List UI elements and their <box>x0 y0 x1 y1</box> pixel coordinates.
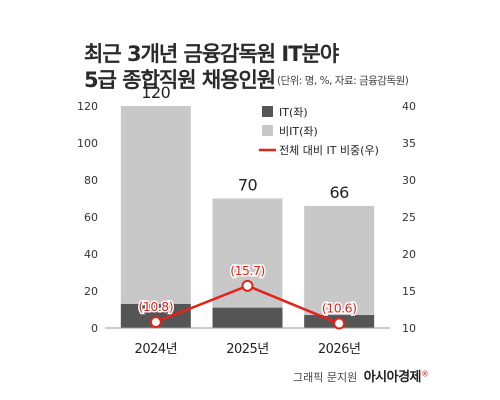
credit-text: 그래픽 문지원 <box>293 371 358 384</box>
x-tick-label: 2024년 <box>135 342 178 357</box>
y-left-tick-label: 40 <box>84 248 98 261</box>
legend-swatch-it <box>262 106 273 117</box>
chart-title-line-2: 5급 종합직원 채용인원 <box>84 68 276 92</box>
y-right-tick-label: 40 <box>402 100 416 113</box>
it-ratio-point <box>333 317 346 330</box>
bar-total-label: 66 <box>329 183 349 202</box>
legend-swatch-non-it <box>262 125 273 136</box>
brand-mark-icon: ® <box>421 369 430 379</box>
y-right-tick-label: 25 <box>402 211 416 224</box>
it-ratio-point <box>149 316 162 329</box>
y-right-tick-label: 20 <box>402 248 416 261</box>
legend-label-it-ratio: 전체 대비 IT 비중(우) <box>279 144 379 157</box>
y-left-tick-label: 100 <box>77 137 98 150</box>
y-left-tick-label: 120 <box>77 100 98 113</box>
y-right-tick-label: 15 <box>402 285 416 298</box>
legend-label-it: IT(좌) <box>279 106 308 119</box>
y-left-tick-label: 20 <box>84 285 98 298</box>
chart-subtitle: (단위: 명, %, 자료: 금융감독원) <box>277 75 409 87</box>
bar-non-it <box>304 205 375 316</box>
y-right-tick-label: 30 <box>402 174 416 187</box>
y-left-tick-label: 0 <box>91 322 98 335</box>
bar-non-it <box>120 106 191 304</box>
it-ratio-label: (10.8) <box>139 299 174 314</box>
y-right-tick-label: 10 <box>402 322 416 335</box>
bar-total-label: 70 <box>238 176 258 195</box>
it-ratio-label: (10.6) <box>322 301 357 316</box>
x-tick-label: 2025년 <box>226 342 269 357</box>
chart-title-line-1: 최근 3개년 금융감독원 IT분야 <box>84 42 339 66</box>
y-left-tick-label: 80 <box>84 174 98 187</box>
legend-label-non-it: 비IT(좌) <box>279 125 318 138</box>
credit: 그래픽 문지원 아시아경제® <box>293 366 429 385</box>
x-tick-label: 2026년 <box>318 342 361 357</box>
brand-logo: 아시아경제 <box>363 370 422 385</box>
bar-it <box>212 307 283 328</box>
y-left-tick-label: 60 <box>84 211 98 224</box>
y-right-tick-label: 35 <box>402 137 416 150</box>
it-ratio-point <box>241 279 254 292</box>
bar-total-label: 120 <box>141 83 170 102</box>
it-ratio-label: (15.7) <box>230 263 265 278</box>
